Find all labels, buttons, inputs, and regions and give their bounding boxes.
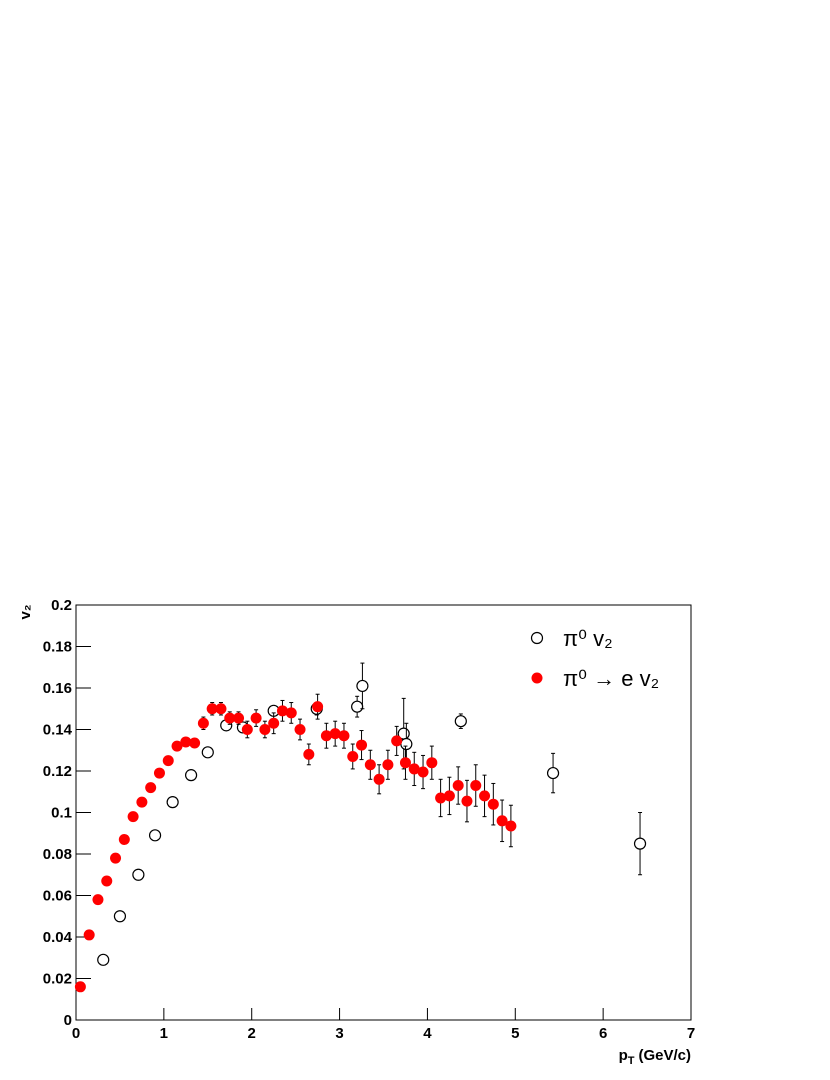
y-tick-label: 0.2 [51,597,72,614]
point [276,705,288,717]
point [162,755,174,767]
point [338,730,350,742]
x-label-sub: T [628,1055,635,1067]
x-label-unit: (GeV/c) [638,1047,691,1064]
point [351,700,364,713]
legend-label: π⁰ v₂ [563,626,613,651]
point [189,737,201,749]
x-tick-label: 1 [160,1025,168,1042]
point [487,798,499,810]
y-tick-label: 0.18 [43,639,72,656]
point [294,724,306,735]
point [505,820,517,832]
point [97,953,110,966]
x-tick-label: 5 [511,1025,519,1042]
legend-marker [530,631,544,645]
point [285,707,297,719]
y-tick-label: 0.14 [43,722,73,739]
point [197,717,209,729]
point [166,796,179,809]
point [382,759,394,771]
point [268,717,280,729]
point [461,795,473,807]
point [148,829,162,842]
point [136,796,148,808]
point [356,679,369,693]
point [250,712,262,724]
point [454,715,467,728]
x-label-part: p [619,1047,628,1064]
point [101,875,113,887]
point [633,837,647,850]
point [356,739,368,751]
y-tick-label: 0 [64,1012,72,1029]
y-tick-label: 0.1 [51,805,72,822]
y-tick-label: 0.16 [43,680,72,697]
y-tick-label: 0.06 [43,888,72,905]
x-tick-label: 7 [687,1025,695,1042]
point [320,730,332,742]
point [329,728,341,740]
legend-marker [531,672,543,684]
point [145,782,157,794]
point [127,811,139,823]
point [180,736,192,748]
point [241,724,253,735]
y-tick-label: 0.08 [43,846,72,863]
x-axis-label: pT (GeV/c) [619,1047,691,1067]
y-tick-label: 0.04 [43,929,73,946]
point [452,780,464,792]
point [443,790,455,802]
point [92,894,104,906]
point [132,868,145,881]
point [206,703,218,715]
point [470,780,482,792]
point [303,748,315,760]
point [364,759,376,771]
point [153,767,165,779]
point [233,712,245,724]
x-tick-label: 0 [72,1025,80,1042]
point [479,790,491,802]
y-axis-label: v₂ [17,604,34,619]
point [224,712,236,724]
point [171,740,183,752]
x-tick-label: 6 [599,1025,607,1042]
point [347,750,359,762]
point [373,773,385,785]
point [426,757,438,769]
point [118,833,130,845]
point [496,815,508,827]
point [312,701,324,713]
legend-label: π⁰ → e v₂ [563,666,659,691]
point [435,792,447,804]
point [215,703,227,715]
point [546,766,560,780]
point [201,746,214,759]
point [184,769,198,782]
point [399,757,411,769]
point [408,763,420,775]
x-tick-label: 4 [423,1025,432,1042]
x-tick-label: 2 [248,1025,256,1042]
point [417,766,429,778]
point [400,737,413,751]
point [110,852,122,864]
point [259,724,271,735]
x-tick-label: 3 [335,1025,343,1042]
point [391,735,403,747]
point [113,910,127,923]
point [83,929,95,941]
y-tick-label: 0.02 [43,971,72,988]
y-tick-label: 0.12 [43,763,72,780]
point [74,981,86,993]
